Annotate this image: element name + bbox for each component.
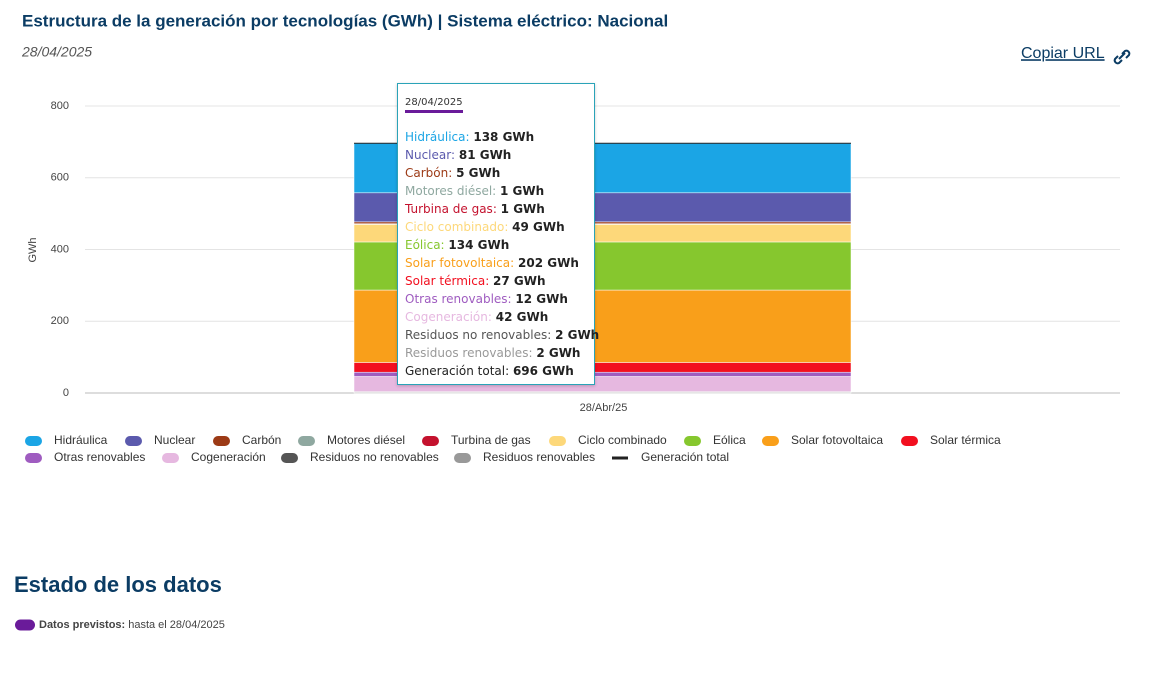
legend-swatch (612, 457, 628, 460)
tooltip-value: 2 GWh (555, 328, 599, 342)
tooltip-row: Ciclo combinado49 GWh (405, 218, 587, 236)
tooltip-series-name: Hidráulica (405, 130, 473, 144)
status-label: Datos previstos: (39, 619, 125, 631)
legend-swatch (25, 453, 42, 463)
legend-swatch (281, 453, 298, 463)
status-heading: Estado de los datos (14, 572, 222, 597)
tooltip-value: 134 GWh (448, 238, 509, 252)
tooltip-row: Solar térmica27 GWh (405, 272, 587, 290)
legend-swatch (901, 436, 918, 446)
tooltip-value: 27 GWh (493, 274, 546, 288)
tooltip-series-name: Motores diésel (405, 184, 500, 198)
tooltip-row: Carbón5 GWh (405, 164, 587, 182)
tooltip-series-name: Ciclo combinado (405, 220, 512, 234)
legend-swatch (213, 436, 230, 446)
tooltip-row: Eólica134 GWh (405, 236, 587, 254)
tooltip-row: Cogeneración42 GWh (405, 308, 587, 326)
legend-label: Residuos renovables (483, 450, 595, 464)
legend-label: Hidráulica (54, 433, 108, 447)
legend-label: Solar térmica (930, 433, 1001, 447)
legend-swatch (549, 436, 566, 446)
copy-url-link[interactable]: Copiar URL (1021, 45, 1105, 62)
legend-swatch (25, 436, 42, 446)
tooltip: 28/04/2025 Hidráulica138 GWhNuclear81 GW… (397, 83, 595, 385)
y-tick-label: 400 (51, 243, 69, 255)
tooltip-row: Motores diésel1 GWh (405, 182, 587, 200)
tooltip-value: 138 GWh (473, 130, 534, 144)
legend-label: Eólica (713, 433, 746, 447)
tooltip-value: 81 GWh (459, 148, 512, 162)
tooltip-series-name: Generación total (405, 364, 513, 378)
legend-label: Ciclo combinado (578, 433, 667, 447)
legend-swatch (298, 436, 315, 446)
tooltip-value: 42 GWh (496, 310, 549, 324)
tooltip-series-name: Residuos no renovables (405, 328, 555, 342)
tooltip-row: Otras renovables12 GWh (405, 290, 587, 308)
link-icon[interactable] (1115, 51, 1130, 64)
legend-label: Motores diésel (327, 433, 405, 447)
tooltip-series-name: Residuos renovables (405, 346, 536, 360)
legend-swatch (162, 453, 179, 463)
tooltip-series-name: Carbón (405, 166, 456, 180)
tooltip-value: 1 GWh (501, 202, 545, 216)
tooltip-value: 5 GWh (456, 166, 500, 180)
legend-label: Solar fotovoltaica (791, 433, 883, 447)
legend-label: Cogeneración (191, 450, 266, 464)
legend-swatch (422, 436, 439, 446)
legend-label: Carbón (242, 433, 281, 447)
tooltip-series-name: Nuclear (405, 148, 459, 162)
legend-swatch (762, 436, 779, 446)
y-axis-label: GWh (27, 237, 39, 262)
y-tick-label: 0 (63, 387, 69, 399)
tooltip-row: Generación total696 GWh (405, 362, 587, 380)
legend-label: Turbina de gas (451, 433, 531, 447)
legend-label: Residuos no renovables (310, 450, 439, 464)
tooltip-row: Hidráulica138 GWh (405, 128, 587, 146)
tooltip-row: Nuclear81 GWh (405, 146, 587, 164)
tooltip-series-name: Cogeneración (405, 310, 496, 324)
tooltip-value: 12 GWh (515, 292, 568, 306)
tooltip-series-name: Otras renovables (405, 292, 515, 306)
tooltip-series-name: Eólica (405, 238, 448, 252)
page-title: Estructura de la generación por tecnolog… (22, 11, 668, 30)
legend-label: Nuclear (154, 433, 195, 447)
status-pill (15, 620, 35, 631)
y-tick-label: 800 (51, 100, 69, 112)
tooltip-row: Residuos renovables2 GWh (405, 344, 587, 362)
status-item: Datos previstos:hasta el 28/04/2025 (39, 619, 225, 631)
tooltip-value: 202 GWh (518, 256, 579, 270)
page-date: 28/04/2025 (21, 44, 92, 60)
x-tick-label: 28/Abr/25 (580, 402, 628, 414)
y-tick-label: 200 (51, 315, 69, 327)
status-text: hasta el 28/04/2025 (128, 619, 225, 631)
tooltip-row: Turbina de gas1 GWh (405, 200, 587, 218)
tooltip-value: 49 GWh (512, 220, 565, 234)
tooltip-series-name: Solar fotovoltaica (405, 256, 518, 270)
legend-swatch (454, 453, 471, 463)
tooltip-title: 28/04/2025 (405, 97, 463, 113)
tooltip-series-name: Solar térmica (405, 274, 493, 288)
legend-swatch (684, 436, 701, 446)
legend-label: Generación total (641, 450, 729, 464)
tooltip-row: Solar fotovoltaica202 GWh (405, 254, 587, 272)
tooltip-value: 1 GWh (500, 184, 544, 198)
tooltip-series-name: Turbina de gas (405, 202, 501, 216)
y-tick-label: 600 (51, 172, 69, 184)
legend-label: Otras renovables (54, 450, 145, 464)
legend-swatch (125, 436, 142, 446)
tooltip-row: Residuos no renovables2 GWh (405, 326, 587, 344)
tooltip-value: 2 GWh (536, 346, 580, 360)
tooltip-value: 696 GWh (513, 364, 574, 378)
